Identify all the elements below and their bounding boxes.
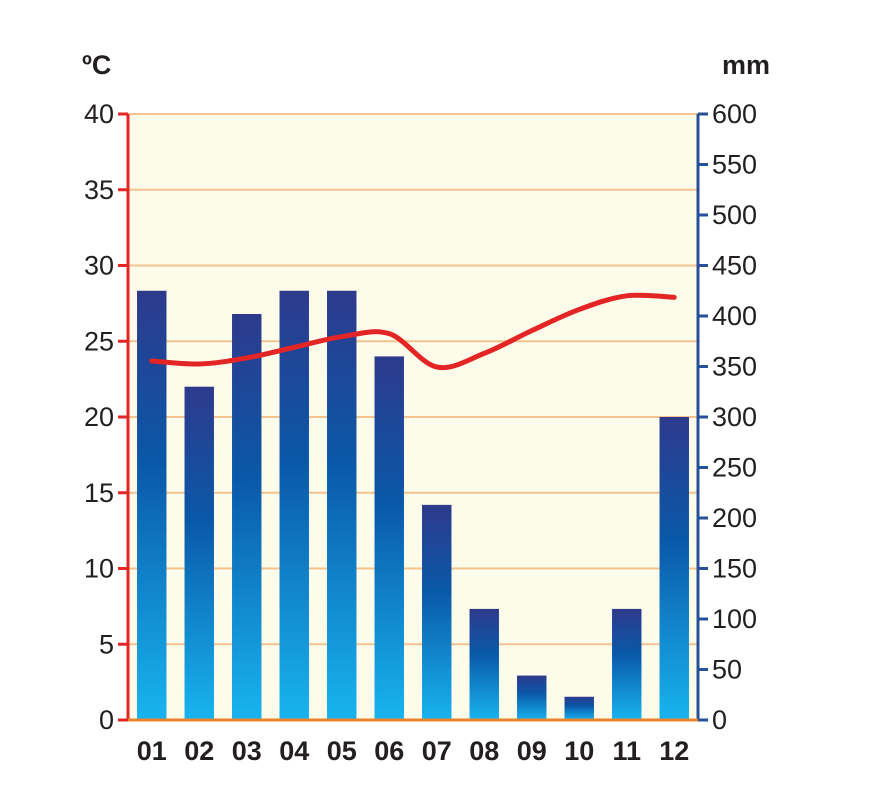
right-tick-label: 50 [712, 655, 742, 685]
month-label: 09 [517, 736, 547, 766]
left-tick-label: 30 [84, 251, 114, 281]
right-tick-label: 600 [712, 99, 757, 129]
precipitation-bar [327, 290, 357, 720]
month-label: 12 [659, 736, 689, 766]
right-axis-unit: mm [722, 50, 770, 80]
left-tick-label: 40 [84, 99, 114, 129]
month-label: 02 [184, 736, 214, 766]
month-label: 08 [469, 736, 499, 766]
precipitation-bar [422, 504, 452, 720]
right-tick-label: 0 [712, 705, 727, 735]
right-tick-label: 300 [712, 402, 757, 432]
precipitation-bar [232, 313, 262, 720]
month-label: 03 [232, 736, 262, 766]
month-label: 05 [327, 736, 357, 766]
axes: 0510152025303540050100150200250300350400… [84, 99, 757, 766]
precipitation-bar [469, 608, 499, 720]
temperature-series-line [149, 292, 677, 371]
month-label: 10 [564, 736, 594, 766]
right-tick-label: 250 [712, 453, 757, 483]
temperature-line [149, 292, 677, 371]
left-tick-label: 15 [84, 478, 114, 508]
right-tick-label: 550 [712, 150, 757, 180]
right-tick-label: 100 [712, 604, 757, 634]
precipitation-bar [659, 417, 689, 720]
left-axis-unit: ºC [82, 50, 111, 80]
left-tick-label: 35 [84, 175, 114, 205]
right-tick-label: 200 [712, 503, 757, 533]
left-tick-label: 0 [99, 705, 114, 735]
right-tick-label: 350 [712, 352, 757, 382]
month-label: 04 [279, 736, 309, 766]
month-label: 06 [374, 736, 404, 766]
precipitation-bar [517, 675, 547, 720]
precipitation-bar [564, 696, 594, 720]
precipitation-bar [137, 290, 167, 720]
right-tick-label: 400 [712, 301, 757, 331]
precipitation-bar [612, 608, 642, 720]
month-label: 07 [422, 736, 452, 766]
left-tick-label: 5 [99, 629, 114, 659]
precipitation-bar [279, 290, 309, 720]
precipitation-bars [137, 290, 689, 720]
month-label: 01 [137, 736, 167, 766]
precipitation-bar [374, 356, 404, 720]
left-tick-label: 25 [84, 326, 114, 356]
right-tick-label: 500 [712, 200, 757, 230]
left-tick-label: 20 [84, 402, 114, 432]
right-tick-label: 150 [712, 554, 757, 584]
month-label: 11 [612, 736, 641, 766]
precipitation-bar [184, 386, 214, 720]
grid-lines [128, 113, 698, 646]
right-tick-label: 450 [712, 251, 757, 281]
left-tick-label: 10 [84, 554, 114, 584]
